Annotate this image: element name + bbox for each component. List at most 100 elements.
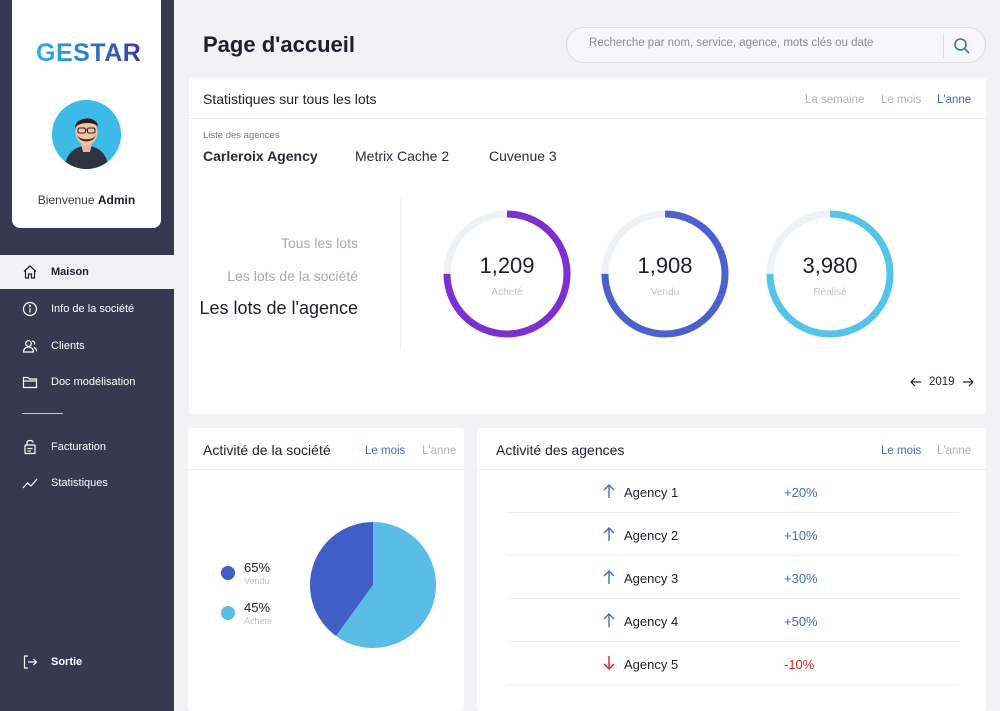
company-activity-title: Activité de la société xyxy=(203,442,331,458)
legend-label: Achete xyxy=(244,616,273,626)
table-row[interactable]: Agency 1 +20% xyxy=(507,470,959,513)
divider xyxy=(188,469,464,470)
ring-achete: 1,209 Acheté xyxy=(442,209,572,339)
company-activity-card: Activité de la société Le mois L'anne 65… xyxy=(188,428,464,711)
home-icon xyxy=(22,264,38,280)
logout-icon xyxy=(22,654,38,670)
legend-pct: 65% xyxy=(244,560,271,575)
logo-text: GESTAR xyxy=(36,39,140,67)
tab-mois[interactable]: Le mois xyxy=(881,94,922,106)
lot-filter-agency[interactable]: Les lots de l'agence xyxy=(199,298,358,318)
sidebar-item-sortie[interactable]: Sortie xyxy=(0,645,174,679)
ring-value: 1,908 xyxy=(637,253,693,278)
table-row[interactable]: Agency 5 -10% xyxy=(507,642,959,685)
ring-graphic xyxy=(601,210,729,338)
agency-name: Agency 4 xyxy=(624,614,679,629)
pie-chart xyxy=(310,522,436,648)
sidebar-item-maison[interactable]: Maison xyxy=(0,255,174,289)
agency-name: Agency 1 xyxy=(624,485,679,500)
sidebar-item-label: Maison xyxy=(51,266,89,278)
sidebar-item-label: Statistiques xyxy=(51,477,108,489)
info-icon xyxy=(22,301,38,317)
user-name: Admin xyxy=(97,193,136,207)
agency-change: +30% xyxy=(784,571,818,586)
agency-tab-metrix[interactable]: Metrix Cache 2 xyxy=(355,148,450,164)
invoice-icon xyxy=(22,439,38,455)
lot-filter-all[interactable]: Tous les lots xyxy=(280,235,358,251)
agency-tab-cuvenue[interactable]: Cuvenue 3 xyxy=(489,148,557,164)
tab-annee[interactable]: L'anne xyxy=(937,94,972,106)
table-row[interactable]: Agency 4 +50% xyxy=(507,599,959,642)
sidebar: GESTAR Bienvenue Admin Maison xyxy=(0,0,174,711)
arrow-right-icon[interactable] xyxy=(961,376,975,388)
ring-graphic xyxy=(443,210,571,338)
agency-tab-carleroix[interactable]: Carleroix Agency xyxy=(203,148,318,164)
arrow-left-icon[interactable] xyxy=(909,376,923,388)
page-title: Page d'accueil xyxy=(203,32,355,57)
search-icon[interactable] xyxy=(953,37,971,55)
search-bar xyxy=(566,27,986,63)
agency-change: +50% xyxy=(784,614,818,629)
tab-semaine[interactable]: La semaine xyxy=(805,94,865,106)
tab-annee[interactable]: L'anne xyxy=(937,445,972,457)
profile-card: GESTAR Bienvenue Admin xyxy=(12,0,161,228)
search-input[interactable] xyxy=(589,37,929,49)
avatar[interactable] xyxy=(52,100,121,169)
tab-annee[interactable]: L'anne xyxy=(422,445,457,457)
sidebar-divider xyxy=(22,413,63,414)
ring-graphic xyxy=(766,210,894,338)
ring-value: 3,980 xyxy=(802,253,858,278)
ring-label: Vendu xyxy=(650,287,680,298)
agency-change: -10% xyxy=(784,657,815,672)
folder-icon xyxy=(22,374,38,390)
agency-activity-title: Activité des agences xyxy=(496,442,625,458)
agency-change: +10% xyxy=(784,528,818,543)
sidebar-item-label: Info de la société xyxy=(51,303,135,315)
tab-mois[interactable]: Le mois xyxy=(365,445,406,457)
agency-activity-card: Activité des agences Le mois L'anne Agen… xyxy=(477,428,986,711)
arrow-up-icon xyxy=(603,527,615,541)
welcome-text: Bienvenue Admin xyxy=(12,193,161,207)
sidebar-item-doc[interactable]: Doc modélisation xyxy=(0,365,174,399)
search-separator xyxy=(943,33,944,58)
year-navigator: 2019 xyxy=(909,376,975,388)
arrow-down-icon xyxy=(603,656,615,670)
stats-card: Statistiques sur tous les lots La semain… xyxy=(189,78,986,414)
divider xyxy=(477,469,986,470)
agency-name: Agency 2 xyxy=(624,528,679,543)
divider xyxy=(189,118,986,119)
vertical-divider xyxy=(400,198,401,350)
ring-progress-arc xyxy=(766,210,894,338)
pie-slice-achete xyxy=(335,522,436,648)
ring-progress-arc xyxy=(601,210,729,338)
sidebar-item-facturation[interactable]: Facturation xyxy=(0,430,174,464)
lot-filter-company[interactable]: Les lots de la société xyxy=(227,268,358,284)
ring-label: Acheté xyxy=(491,287,523,298)
legend-dot-vendu xyxy=(221,566,235,580)
table-row[interactable]: Agency 3 +30% xyxy=(507,556,959,599)
arrow-up-icon xyxy=(603,613,615,627)
welcome-prefix: Bienvenue xyxy=(37,193,95,207)
stats-title: Statistiques sur tous les lots xyxy=(203,91,377,107)
sidebar-item-label: Sortie xyxy=(51,656,83,668)
ring-label: Réalisé xyxy=(813,287,847,298)
ring-progress-arc xyxy=(443,210,571,338)
sidebar-item-info[interactable]: Info de la société xyxy=(0,292,174,326)
arrow-up-icon xyxy=(603,484,615,498)
table-row[interactable]: Agency 2 +10% xyxy=(507,513,959,556)
agency-name: Agency 5 xyxy=(624,657,679,672)
sidebar-item-label: Doc modélisation xyxy=(51,376,136,388)
legend-label: Vendu xyxy=(244,576,270,586)
ring-value: 1,209 xyxy=(479,253,535,278)
sidebar-item-label: Facturation xyxy=(51,441,107,453)
sidebar-item-label: Clients xyxy=(51,340,85,352)
pie-slice-vendu xyxy=(310,522,373,636)
avatar-image xyxy=(52,100,121,169)
agencies-label: Liste des agences xyxy=(203,130,280,141)
legend-pct: 45% xyxy=(244,600,271,615)
legend-dot-achete xyxy=(221,606,235,620)
sidebar-item-statistiques[interactable]: Statistiques xyxy=(0,466,174,500)
arrow-up-icon xyxy=(603,570,615,584)
sidebar-item-clients[interactable]: Clients xyxy=(0,329,174,363)
tab-mois[interactable]: Le mois xyxy=(881,445,922,457)
